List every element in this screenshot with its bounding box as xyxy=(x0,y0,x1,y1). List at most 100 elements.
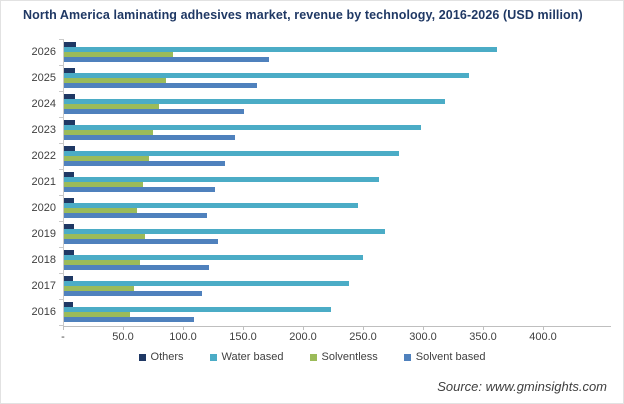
bar-others-2023 xyxy=(63,120,75,125)
bar-solvent-based-2016 xyxy=(63,317,194,322)
year-row-2022: 2022 xyxy=(1,143,623,169)
bar-group xyxy=(63,276,623,296)
category-tick xyxy=(59,273,63,274)
year-label: 2026 xyxy=(31,46,56,58)
x-axis-line xyxy=(63,326,611,327)
bar-solventless-2021 xyxy=(63,182,144,187)
bar-group xyxy=(63,172,623,192)
bar-group xyxy=(63,42,623,62)
bar-group xyxy=(63,68,623,88)
bar-rows: 2026 2025 2024 2023 2022 2021 2020 2019 2018 2017… xyxy=(1,39,623,325)
x-tick-mark xyxy=(243,326,244,330)
year-label: 2019 xyxy=(31,228,56,240)
legend-item-solventless: Solventless xyxy=(309,351,378,363)
bar-others-2020 xyxy=(63,198,74,203)
year-label: 2020 xyxy=(31,202,56,214)
bar-others-2019 xyxy=(63,224,74,229)
legend-label: Water based xyxy=(221,351,284,363)
year-row-2026: 2026 xyxy=(1,39,623,65)
legend-label: Solvent based xyxy=(415,351,486,363)
x-tick-label: 400.0 xyxy=(529,331,557,343)
x-tick-mark xyxy=(123,326,124,330)
bar-solvent-based-2024 xyxy=(63,109,245,114)
bar-solvent-based-2019 xyxy=(63,239,218,244)
bar-group xyxy=(63,302,623,322)
source-text: Source: www.gminsights.com xyxy=(437,379,607,394)
bar-group xyxy=(63,146,623,166)
year-label: 2017 xyxy=(31,280,56,292)
bar-water-based-2017 xyxy=(63,281,349,286)
year-row-2023: 2023 xyxy=(1,117,623,143)
year-row-2025: 2025 xyxy=(1,65,623,91)
bar-solvent-based-2020 xyxy=(63,213,207,218)
x-tick-mark xyxy=(363,326,364,330)
year-row-2020: 2020 xyxy=(1,195,623,221)
legend-label: Others xyxy=(150,351,184,363)
legend-marker-icon xyxy=(138,353,146,361)
bar-group xyxy=(63,94,623,114)
bar-others-2017 xyxy=(63,276,73,281)
legend-label: Solventless xyxy=(321,351,378,363)
category-tick xyxy=(59,325,63,326)
year-row-2024: 2024 xyxy=(1,91,623,117)
bar-others-2018 xyxy=(63,250,74,255)
bar-others-2022 xyxy=(63,146,75,151)
x-tick-mark xyxy=(543,326,544,330)
bar-solventless-2018 xyxy=(63,260,140,265)
x-tick-mark xyxy=(483,326,484,330)
x-tick-label: - xyxy=(61,331,65,343)
year-row-2019: 2019 xyxy=(1,221,623,247)
bar-others-2016 xyxy=(63,302,73,307)
y-axis-line xyxy=(63,39,64,326)
bar-water-based-2020 xyxy=(63,203,359,208)
category-tick xyxy=(59,221,63,222)
bar-group xyxy=(63,198,623,218)
year-label: 2018 xyxy=(31,254,56,266)
year-row-2016: 2016 xyxy=(1,299,623,325)
x-tick-mark xyxy=(63,326,64,330)
year-label: 2025 xyxy=(31,72,56,84)
bar-water-based-2025 xyxy=(63,73,469,78)
year-label: 2022 xyxy=(31,150,56,162)
legend-marker-icon xyxy=(209,353,217,361)
x-tick-label: 200.0 xyxy=(289,331,317,343)
bar-solventless-2024 xyxy=(63,104,159,109)
category-tick xyxy=(59,143,63,144)
x-tick-mark xyxy=(423,326,424,330)
bar-others-2026 xyxy=(63,42,77,47)
x-tick-label: 350.0 xyxy=(469,331,497,343)
legend-item-solvent-based: Solvent based xyxy=(403,351,486,363)
category-tick xyxy=(59,195,63,196)
year-row-2021: 2021 xyxy=(1,169,623,195)
bar-group xyxy=(63,250,623,270)
bar-water-based-2018 xyxy=(63,255,363,260)
bar-others-2025 xyxy=(63,68,75,73)
year-label: 2024 xyxy=(31,98,56,110)
x-tick-mark xyxy=(183,326,184,330)
x-tick-label: 250.0 xyxy=(349,331,377,343)
x-tick-label: 300.0 xyxy=(409,331,437,343)
category-tick xyxy=(59,39,63,40)
bar-solventless-2026 xyxy=(63,52,174,57)
bar-solventless-2020 xyxy=(63,208,138,213)
bar-solventless-2019 xyxy=(63,234,145,239)
legend-item-others: Others xyxy=(138,351,184,363)
chart-title: North America laminating adhesives marke… xyxy=(23,8,583,22)
year-label: 2016 xyxy=(31,306,56,318)
category-tick xyxy=(59,169,63,170)
bar-group xyxy=(63,120,623,140)
legend-item-water-based: Water based xyxy=(209,351,284,363)
bar-water-based-2019 xyxy=(63,229,385,234)
category-tick xyxy=(59,299,63,300)
bar-water-based-2022 xyxy=(63,151,399,156)
bar-solventless-2025 xyxy=(63,78,167,83)
bar-solventless-2017 xyxy=(63,286,134,291)
x-tick-mark xyxy=(303,326,304,330)
bar-solventless-2023 xyxy=(63,130,153,135)
bar-others-2024 xyxy=(63,94,75,99)
legend-marker-icon xyxy=(403,353,411,361)
bar-solventless-2016 xyxy=(63,312,131,317)
year-label: 2021 xyxy=(31,176,56,188)
bar-water-based-2026 xyxy=(63,47,498,52)
